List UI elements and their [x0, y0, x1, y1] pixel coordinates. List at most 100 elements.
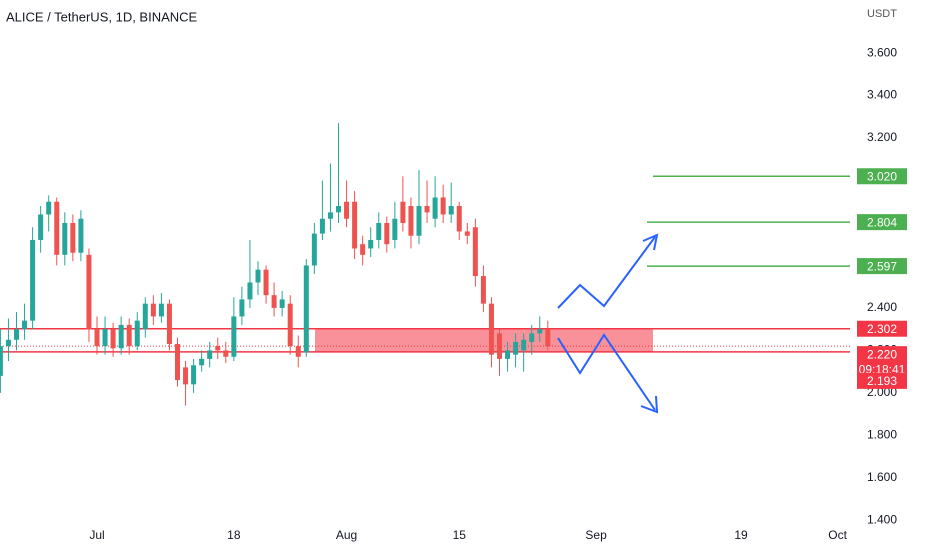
candle-body [86, 254, 92, 330]
candle-body [38, 214, 44, 240]
candle-body [537, 329, 543, 334]
countdown-label: 09:18:41 [859, 362, 906, 376]
x-tick-label: Oct [828, 528, 847, 542]
candle-body [46, 201, 52, 215]
candle-body [199, 358, 205, 366]
candle-body [464, 231, 470, 236]
candle-body [472, 227, 478, 277]
candle-body [102, 329, 108, 347]
candle-body [0, 346, 3, 376]
arrows [557, 233, 659, 414]
level-label-box [857, 258, 907, 275]
candle-body [456, 205, 462, 232]
candle-body [440, 197, 446, 215]
down-arrow-head [640, 395, 659, 414]
candle-body [311, 233, 317, 266]
candle-body [62, 222, 68, 255]
y-tick-label: 2.400 [867, 300, 897, 314]
candle-body [166, 303, 172, 345]
candle-body [183, 367, 189, 385]
candle-body [432, 197, 438, 219]
candle-body [480, 276, 486, 304]
candle-body [5, 339, 11, 347]
candle-body [295, 346, 301, 357]
candle-body [239, 299, 245, 317]
candle-body [279, 299, 285, 308]
candle-body [360, 244, 366, 255]
candle-body [416, 205, 422, 236]
zone-label: 2.193 [867, 374, 897, 388]
candle-body [263, 269, 269, 296]
candle-body [303, 265, 309, 353]
candle-body [175, 344, 180, 381]
level-label-box [857, 168, 907, 185]
y-tick-label: 1.800 [867, 428, 897, 442]
zone-label-box [857, 320, 907, 337]
candle-body [255, 269, 261, 283]
level-label: 2.804 [867, 215, 897, 229]
candle-body [78, 218, 84, 253]
candle-body [191, 365, 197, 385]
y-tick-label: 3.200 [867, 130, 897, 144]
candle-body [22, 320, 28, 330]
candle-body [30, 239, 36, 321]
candle-body [327, 212, 333, 219]
x-tick-label: 15 [453, 528, 467, 542]
candle-body [54, 201, 60, 255]
y-tick-label: 3.400 [867, 88, 897, 102]
candle-body [344, 201, 350, 219]
candle-body [545, 329, 551, 347]
candle-body [247, 282, 253, 300]
candle-body [158, 303, 164, 317]
level-label-box [857, 214, 907, 231]
candle-body [207, 350, 213, 359]
candle-body [368, 239, 374, 249]
candle-body [529, 333, 535, 342]
candle-body [70, 222, 76, 253]
currency-label: USDT [867, 8, 897, 20]
candle-body [231, 316, 237, 357]
candle-body [424, 205, 430, 213]
candle-body [14, 329, 19, 340]
candle-body [134, 320, 140, 347]
chart-title: ALICE / TetherUS, 1D, BINANCE [6, 9, 198, 24]
x-tick-label: Jul [89, 528, 104, 542]
x-tick-label: 19 [734, 528, 748, 542]
candle-body [448, 205, 454, 215]
candle-body [521, 339, 527, 351]
candle-body [94, 329, 100, 347]
candle-body [384, 222, 390, 245]
y-tick-label: 3.600 [867, 45, 897, 59]
candle-body [352, 201, 358, 249]
candle-body [488, 303, 494, 355]
candle-body [505, 350, 511, 359]
candle-body [271, 295, 277, 308]
candle-body [408, 205, 414, 236]
level-label: 3.020 [867, 169, 897, 183]
last-price-label: 2.220 [867, 347, 897, 361]
x-tick-label: Sep [585, 528, 607, 542]
candle-body [110, 329, 116, 349]
candle-body [513, 341, 519, 355]
down-arrow [557, 333, 656, 411]
y-tick-label: 1.600 [867, 470, 897, 484]
candle-body [336, 205, 341, 213]
candle-body [142, 303, 148, 330]
zone-label: 2.302 [867, 322, 897, 336]
candle-body [319, 218, 325, 234]
up-arrow-head [642, 233, 659, 251]
candle-body [150, 303, 156, 317]
candle-body [376, 222, 382, 240]
y-tick-label: 1.400 [867, 512, 897, 526]
level-label: 2.597 [867, 259, 897, 273]
candle-body [400, 201, 406, 223]
candle-body [287, 303, 293, 347]
zone-label-box [857, 372, 907, 389]
x-tick-label: 18 [227, 528, 241, 542]
candle-body [223, 350, 229, 357]
up-arrow [557, 236, 656, 309]
zone-box [315, 328, 653, 352]
